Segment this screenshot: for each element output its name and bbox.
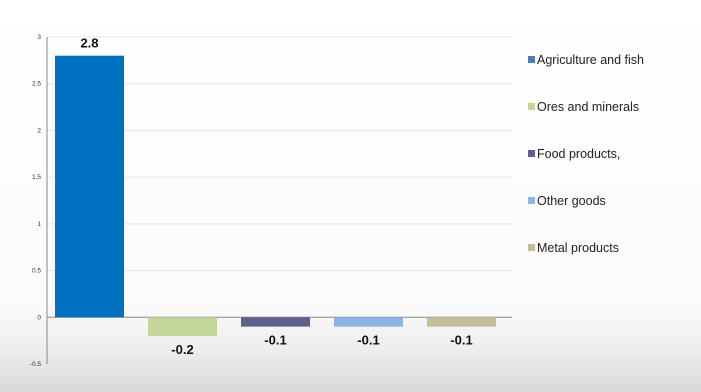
data-labels: 2.8 -0.2 -0.1 -0.1 -0.1 [80,36,472,357]
legend-swatch [528,56,535,63]
legend-swatch [528,103,535,110]
bar-4 [427,317,496,327]
chart-legend: Agriculture and fish Ores and minerals F… [528,36,644,271]
gridlines [47,36,512,365]
y-tick-label: 1 [37,221,41,228]
legend-label: Ores and minerals [537,99,640,114]
legend-item-ores: Ores and minerals [528,83,644,130]
y-tick-label: 0 [37,314,41,321]
legend-item-metal: Metal products [528,224,644,271]
y-tick-label: -0.5 [30,361,42,368]
y-tick-label: 2 [37,127,41,134]
legend-item-food: Food products, [528,130,644,177]
y-tick-label: 0.5 [32,268,41,275]
bar-1 [148,317,217,336]
y-tick-label: 2.5 [32,81,41,88]
legend-swatch [528,197,535,204]
legend-label: Other goods [537,193,606,208]
legend-item-other: Other goods [528,177,644,224]
bar-3 [334,317,403,327]
legend-swatch [528,244,535,251]
data-label: -0.1 [264,333,286,348]
legend-swatch [528,150,535,157]
data-label: 2.8 [80,36,98,51]
data-label: -0.1 [357,333,379,348]
legend-item-agriculture: Agriculture and fish [528,36,644,83]
y-tick-label: 1.5 [32,174,41,181]
bars [55,55,496,336]
bar-2 [241,317,310,327]
data-label: -0.1 [450,333,472,348]
bar-0 [55,55,124,318]
legend-label: Food products, [537,146,621,161]
data-label: -0.2 [171,342,193,357]
legend-label: Metal products [537,240,619,255]
legend-label: Agriculture and fish [537,52,645,67]
y-tick-label: 3 [37,34,41,41]
